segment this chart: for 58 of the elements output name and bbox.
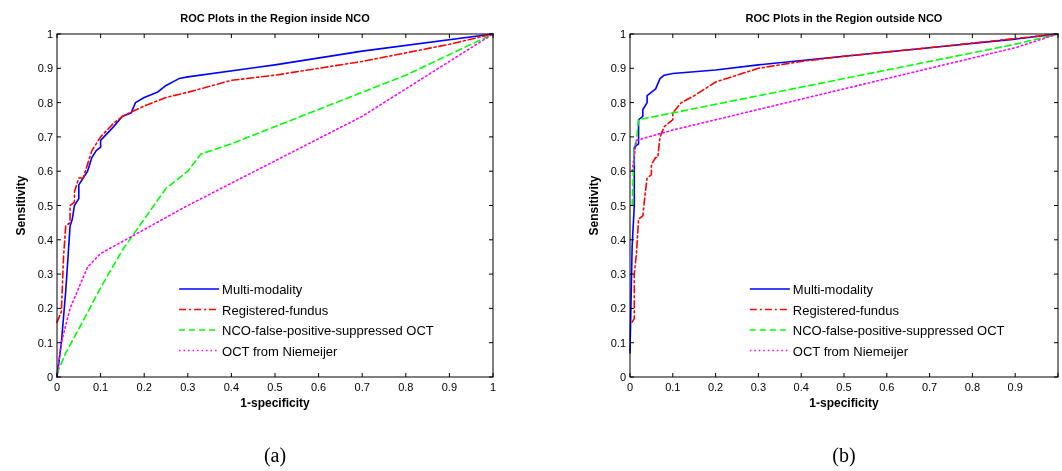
chart-title: ROC Plots in the Region inside NCO — [180, 12, 371, 24]
line-series — [631, 33, 1059, 172]
y-tick-label: 0 — [46, 371, 53, 383]
y-tick-label: 0.7 — [610, 130, 626, 143]
x-tick-label: 0.3 — [750, 381, 767, 393]
x-tick-label: 0.4 — [793, 381, 809, 393]
legend-label: Multi-modality — [222, 282, 303, 297]
y-tick-label: 0.5 — [37, 199, 53, 212]
y-tick-label: 0.4 — [37, 233, 53, 246]
x-tick-label: 0.9 — [1007, 381, 1023, 393]
x-tick-label: 0.4 — [223, 381, 240, 393]
x-tick-label: 0.7 — [921, 381, 938, 393]
x-tick-label: 0.6 — [310, 381, 327, 393]
y-tick-label: 0.2 — [37, 302, 53, 315]
y-tick-label: 0 — [619, 371, 626, 383]
y-tick-label: 0.3 — [610, 268, 626, 281]
y-tick-label: 0.7 — [37, 130, 53, 143]
x-tick-label: 0.5 — [836, 381, 852, 393]
x-axis-title: 1-specificity — [809, 396, 879, 410]
x-tick-label: 0.6 — [879, 381, 895, 393]
legend-label: Registered-fundus — [222, 302, 329, 318]
y-tick-label: 0.8 — [37, 96, 53, 109]
y-tick-label: 0.6 — [610, 165, 626, 178]
x-tick-label: 0.8 — [964, 381, 981, 393]
y-tick-label: 0.1 — [37, 336, 53, 349]
y-tick-label: 0.8 — [610, 96, 626, 109]
legend-label: Multi-modality — [792, 282, 874, 297]
legend-label: NCO-false-positive-suppressed OCT — [792, 323, 1005, 338]
text: (b) — [832, 444, 856, 467]
legend-label: OCT from Niemeijer — [792, 343, 909, 359]
x-tick-label: 0.1 — [665, 381, 681, 393]
x-tick-label: 0.2 — [136, 381, 152, 393]
y-tick-label: 1 — [619, 28, 626, 40]
y-tick-label: 0.1 — [610, 336, 626, 349]
x-axis-title: 1-specificity — [240, 396, 310, 410]
y-tick-label: 0.9 — [37, 62, 53, 75]
x-tick-label: 0.2 — [707, 381, 724, 393]
y-tick-label: 0.6 — [37, 165, 53, 178]
chart-title: ROC Plots in the Region outside NCO — [745, 12, 943, 24]
x-tick-label: 0.1 — [92, 381, 109, 393]
y-axis-title: Sensitivity — [587, 175, 601, 236]
x-tick-label: 0.7 — [354, 381, 370, 393]
text: (a) — [263, 444, 287, 467]
y-axis-title: Sensitivity — [14, 175, 28, 236]
y-tick-label: 0.4 — [610, 233, 626, 246]
x-tick-label: 0.3 — [180, 381, 196, 393]
x-tick-label: 0.8 — [398, 381, 414, 393]
legend-label: OCT from Niemeijer — [222, 343, 339, 359]
y-tick-label: 0.2 — [610, 302, 626, 315]
legend-label: Registered-fundus — [792, 302, 900, 318]
y-tick-label: 1 — [46, 28, 53, 40]
y-tick-label: 0.3 — [37, 268, 53, 281]
x-tick-label: 0.5 — [267, 381, 283, 393]
y-tick-label: 0.5 — [610, 199, 626, 212]
y-tick-label: 0.9 — [610, 62, 626, 75]
x-tick-label: 1 — [489, 381, 497, 393]
x-tick-label: 0.9 — [441, 381, 458, 393]
legend-label: NCO-false-positive-suppressed OCT — [222, 323, 434, 338]
